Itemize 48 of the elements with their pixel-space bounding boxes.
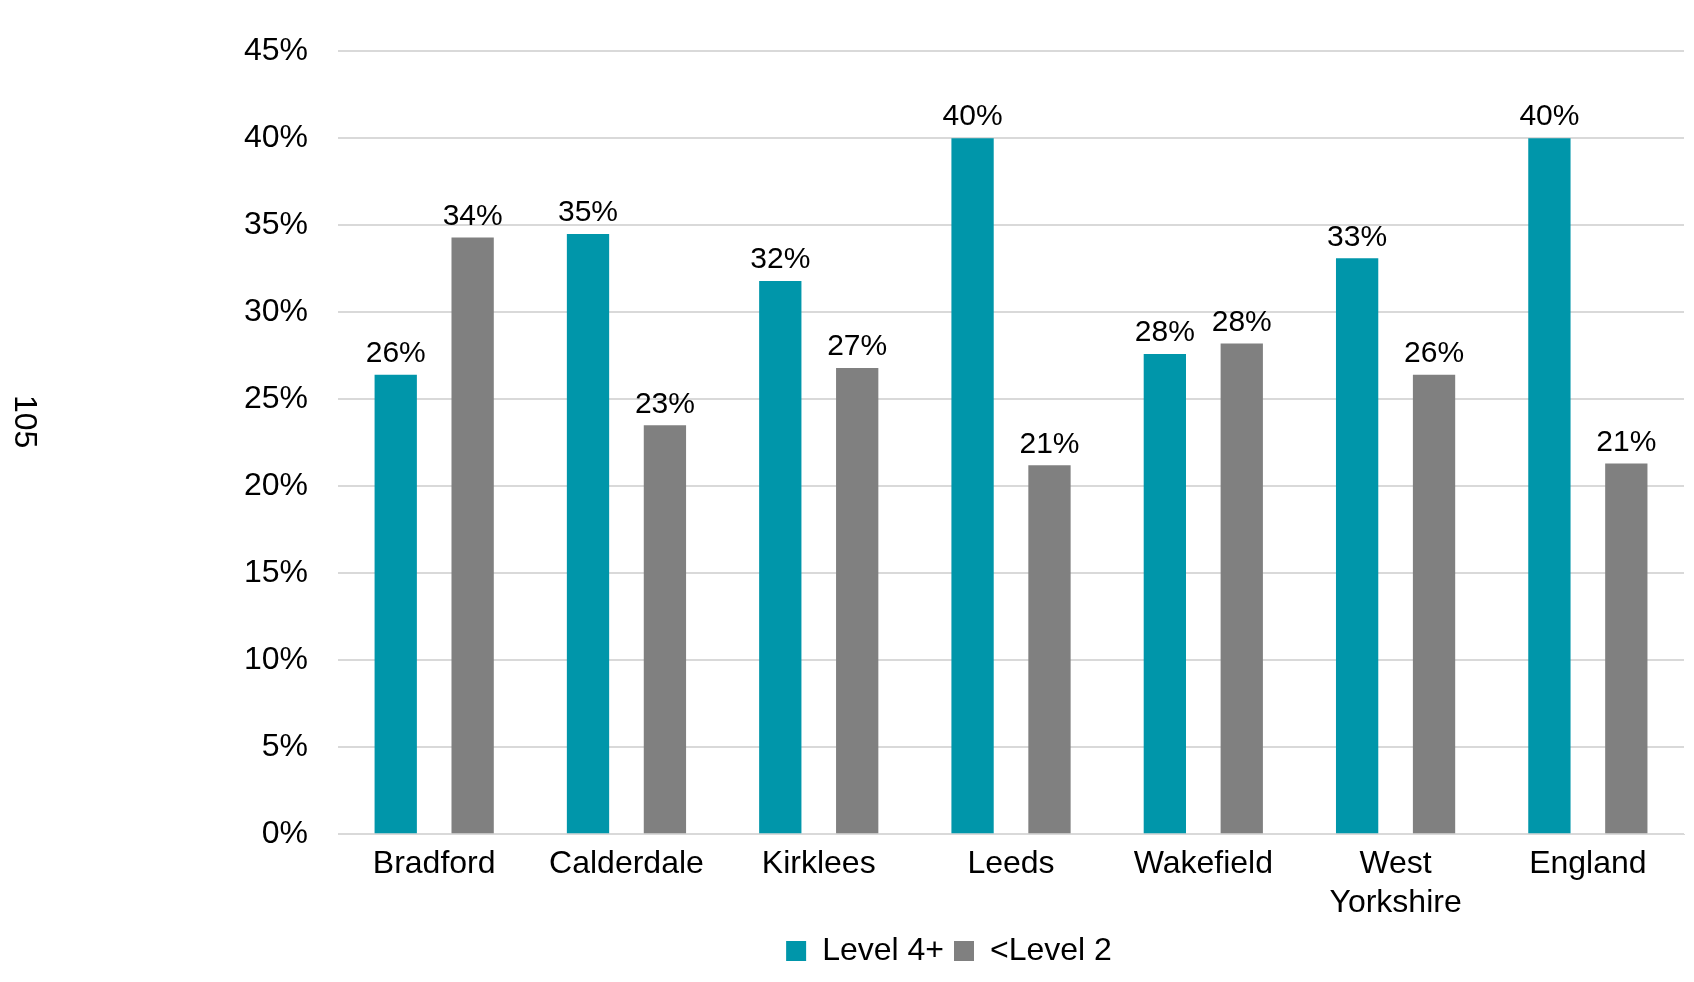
data-label: 34% xyxy=(442,197,503,231)
data-label: 26% xyxy=(1404,335,1465,369)
legend-label: Level 4+ xyxy=(822,930,944,967)
bar xyxy=(566,233,610,834)
data-label: 28% xyxy=(1211,303,1272,337)
data-label: 27% xyxy=(827,328,888,362)
bar xyxy=(836,367,879,834)
y-tick-label: 45% xyxy=(244,31,309,68)
x-tick-label: West Yorkshire xyxy=(1329,844,1462,919)
bar xyxy=(1605,463,1648,834)
bar xyxy=(1528,138,1571,834)
data-label: 40% xyxy=(1519,98,1580,132)
y-tick-label: 15% xyxy=(244,553,309,590)
bar xyxy=(1220,343,1263,834)
bar xyxy=(1335,258,1379,834)
y-tick-label: 0% xyxy=(261,814,309,851)
y-tick-label: 10% xyxy=(244,640,309,677)
data-label: 21% xyxy=(1596,423,1657,457)
y-tick-label: 25% xyxy=(244,379,309,416)
bar xyxy=(1028,465,1071,834)
x-tick-label: Leeds xyxy=(967,844,1055,881)
x-tick-label: Calderdale xyxy=(549,844,704,881)
x-tick-label: Kirklees xyxy=(761,844,876,881)
data-label: 40% xyxy=(942,98,1003,132)
data-label: 21% xyxy=(1019,425,1080,459)
bar xyxy=(759,280,802,834)
bar xyxy=(1143,353,1186,834)
x-tick-label: England xyxy=(1529,844,1647,881)
bar xyxy=(451,237,494,834)
y-tick-label: 30% xyxy=(244,292,309,329)
x-tick-label: Bradford xyxy=(372,844,496,881)
data-label: 35% xyxy=(557,194,619,228)
data-label: 28% xyxy=(1134,314,1195,348)
bar xyxy=(643,425,687,834)
data-label: 32% xyxy=(750,241,811,275)
bar xyxy=(374,374,417,834)
y-tick-label: 5% xyxy=(261,727,309,764)
bar xyxy=(1412,374,1456,834)
text: 105 xyxy=(7,395,44,449)
y-tick-label: 40% xyxy=(244,118,309,155)
data-label: 33% xyxy=(1327,218,1388,252)
x-tick-label: Wakefield xyxy=(1133,844,1273,881)
bar xyxy=(951,138,994,834)
data-label: 26% xyxy=(365,335,426,369)
data-label: 23% xyxy=(634,385,695,419)
y-tick-label: 20% xyxy=(244,466,309,503)
legend-label: <Level 2 xyxy=(990,930,1112,967)
y-tick-label: 35% xyxy=(244,205,309,242)
